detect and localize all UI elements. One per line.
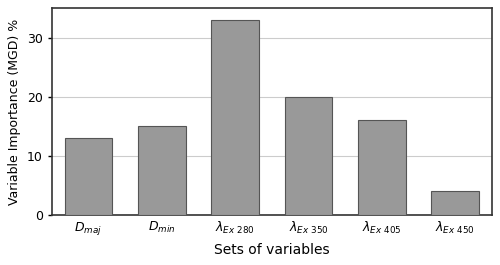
Bar	[284, 97, 332, 215]
X-axis label: Sets of variables: Sets of variables	[214, 243, 330, 257]
Bar	[431, 191, 479, 215]
Bar	[138, 126, 186, 215]
Bar	[358, 120, 406, 215]
Bar	[64, 138, 112, 215]
Y-axis label: Variable Importance (MGD) %: Variable Importance (MGD) %	[8, 18, 22, 205]
Bar	[211, 20, 259, 215]
